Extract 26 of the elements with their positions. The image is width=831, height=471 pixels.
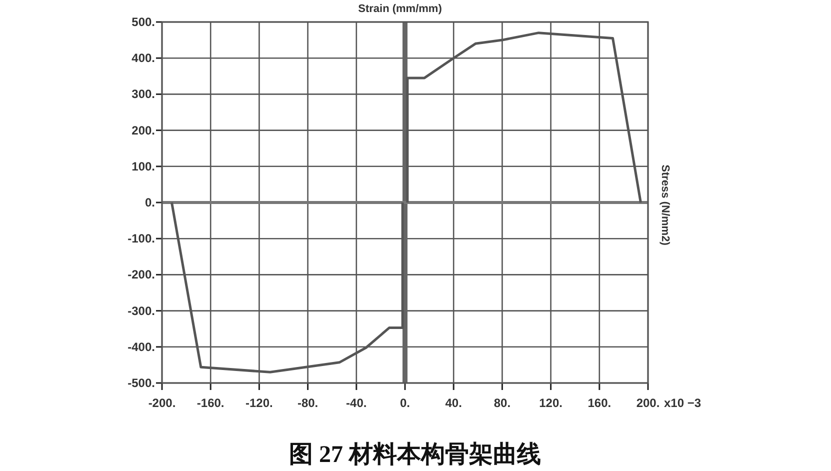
y-tick-label: -300.	[128, 304, 155, 318]
y-tick-label: 400.	[132, 51, 155, 66]
text: x10 −3	[664, 396, 702, 410]
y-tick-label: 0.	[144, 196, 155, 210]
y-tick-label: 300.	[132, 87, 155, 102]
x-tick-label: 200.	[636, 396, 660, 410]
x-tick-label: 40.	[445, 396, 462, 410]
y-tick-label: -200.	[128, 268, 155, 282]
y-axis-title: Stress (N/mm2)	[659, 164, 671, 246]
y-tick-label: -500.	[128, 376, 155, 390]
x-tick-label: -160.	[196, 396, 224, 410]
x-tick-label: -200.	[148, 396, 176, 410]
x-tick-label: 0.	[400, 396, 410, 410]
x-tick-label: 120.	[539, 396, 562, 410]
x-tick-label: 80.	[494, 396, 511, 410]
y-tick-label: 200.	[132, 123, 155, 138]
text: 图 27 材料本构骨架曲线	[289, 441, 541, 468]
y-tick-label: -400.	[128, 340, 155, 354]
x-tick-label: -120.	[246, 396, 273, 410]
x-tick-label: 160.	[588, 396, 612, 410]
x-axis-title: Strain (mm/mm)	[358, 3, 442, 15]
y-tick-label: -100.	[128, 232, 155, 246]
y-tick-label: 100.	[132, 159, 155, 174]
x-tick-label: -40.	[346, 396, 367, 410]
x-tick-label: -80.	[297, 396, 318, 410]
y-tick-label: 500.	[132, 15, 155, 29]
